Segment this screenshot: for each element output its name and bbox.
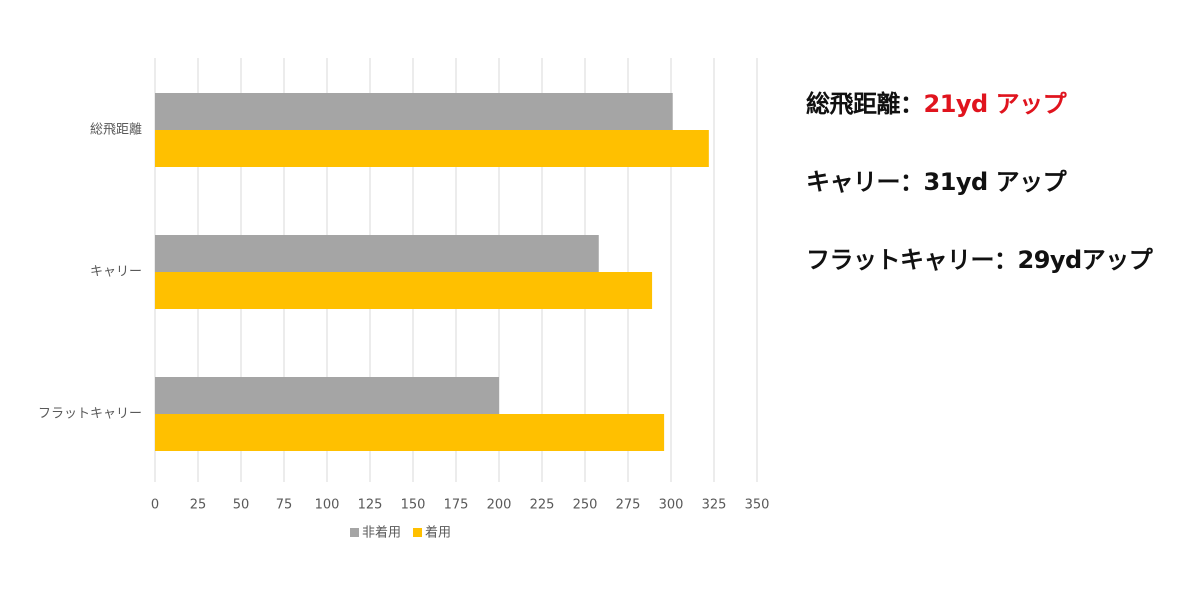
bar	[155, 414, 665, 451]
x-tick-label: 250	[573, 498, 598, 513]
bar	[155, 93, 673, 130]
legend-label: 非着用	[362, 525, 401, 541]
annotation-text: 31yd アップ	[923, 168, 1067, 196]
bar	[155, 272, 653, 309]
x-tick-label: 0	[151, 498, 159, 513]
annotation: フラットキャリー：29ydアップ	[806, 240, 1153, 275]
y-tick-label: フラットキャリー	[38, 407, 142, 422]
legend-swatch	[413, 528, 423, 537]
bar	[155, 130, 709, 167]
x-tick-label: 25	[190, 498, 207, 513]
x-tick-label: 125	[358, 498, 383, 513]
x-tick-label: 150	[401, 498, 426, 513]
annotation-text: 21yd アップ	[923, 90, 1067, 118]
legend-swatch	[350, 528, 359, 537]
annotation: キャリー：31yd アップ	[806, 162, 1067, 197]
x-tick-label: 350	[745, 498, 770, 513]
x-tick-label: 275	[616, 498, 641, 513]
x-tick-label: 75	[276, 498, 293, 513]
x-tick-label: 200	[487, 498, 512, 513]
annotation-label: キャリー：	[806, 168, 924, 196]
y-tick-label: 総飛距離	[90, 123, 142, 138]
annotation-label: フラットキャリー：	[806, 246, 1018, 274]
x-tick-label: 175	[444, 498, 469, 513]
y-tick-label: キャリー	[90, 265, 142, 280]
annotation: 総飛距離：21yd アップ	[806, 84, 1067, 119]
x-tick-label: 225	[530, 498, 555, 513]
annotation-label: 総飛距離：	[806, 90, 924, 118]
x-tick-label: 300	[659, 498, 684, 513]
x-tick-label: 50	[233, 498, 250, 513]
x-tick-label: 325	[702, 498, 727, 513]
annotation-text: 29ydアップ	[1017, 246, 1153, 274]
x-tick-label: 100	[315, 498, 340, 513]
bar	[155, 235, 599, 272]
bar	[155, 377, 499, 414]
legend-label: 着用	[425, 525, 451, 541]
